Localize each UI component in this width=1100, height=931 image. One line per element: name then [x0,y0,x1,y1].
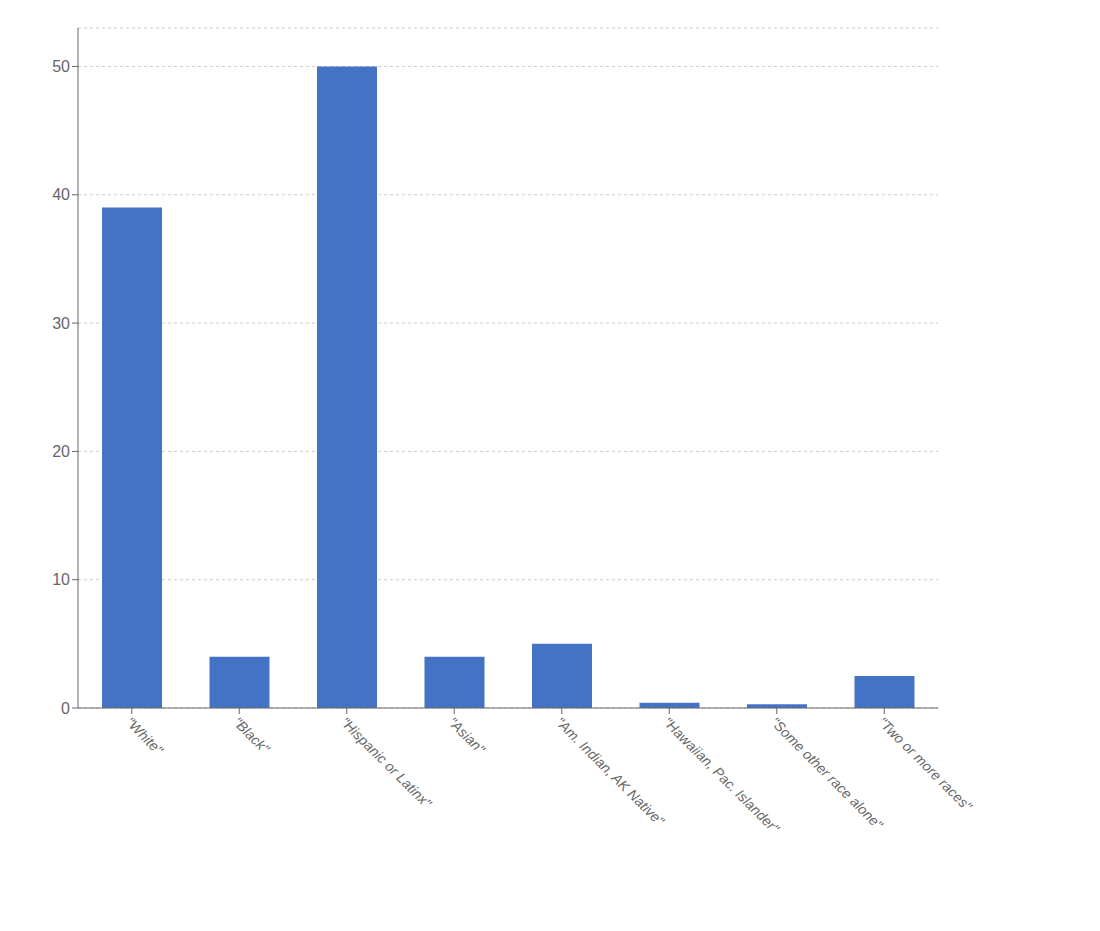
svg-text:0: 0 [61,700,70,717]
svg-text:"Am. Indian, AK Native": "Am. Indian, AK Native" [553,714,669,830]
svg-text:"Black": "Black" [230,714,273,757]
svg-text:"Hispanic or Latinx": "Hispanic or Latinx" [338,714,436,812]
svg-text:10: 10 [52,571,70,588]
svg-text:"Two or more races": "Two or more races" [875,714,976,815]
svg-text:50: 50 [52,58,70,75]
svg-text:"Hawaiian, Pac. Islander": "Hawaiian, Pac. Islander" [660,714,783,837]
svg-text:"White": "White" [123,714,167,758]
svg-text:30: 30 [52,315,70,332]
svg-text:"Some other race alone": "Some other race alone" [768,714,887,833]
svg-text:40: 40 [52,186,70,203]
svg-text:20: 20 [52,443,70,460]
svg-text:"Asian": "Asian" [445,714,489,758]
